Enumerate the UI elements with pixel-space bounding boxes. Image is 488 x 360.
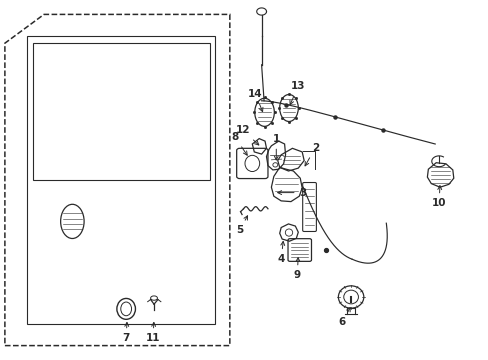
Text: 6: 6	[338, 307, 349, 327]
Text: 14: 14	[247, 89, 263, 112]
Text: 9: 9	[293, 258, 300, 280]
Text: 12: 12	[235, 125, 258, 145]
Text: 4: 4	[277, 242, 285, 264]
Text: 1: 1	[272, 134, 279, 160]
Text: 8: 8	[231, 132, 247, 155]
Text: 13: 13	[289, 81, 305, 104]
Text: 2: 2	[305, 143, 318, 166]
Text: 5: 5	[236, 216, 247, 235]
Text: 11: 11	[145, 323, 160, 343]
Text: 10: 10	[431, 186, 446, 208]
Text: 3: 3	[277, 188, 306, 198]
Text: 7: 7	[122, 323, 130, 343]
